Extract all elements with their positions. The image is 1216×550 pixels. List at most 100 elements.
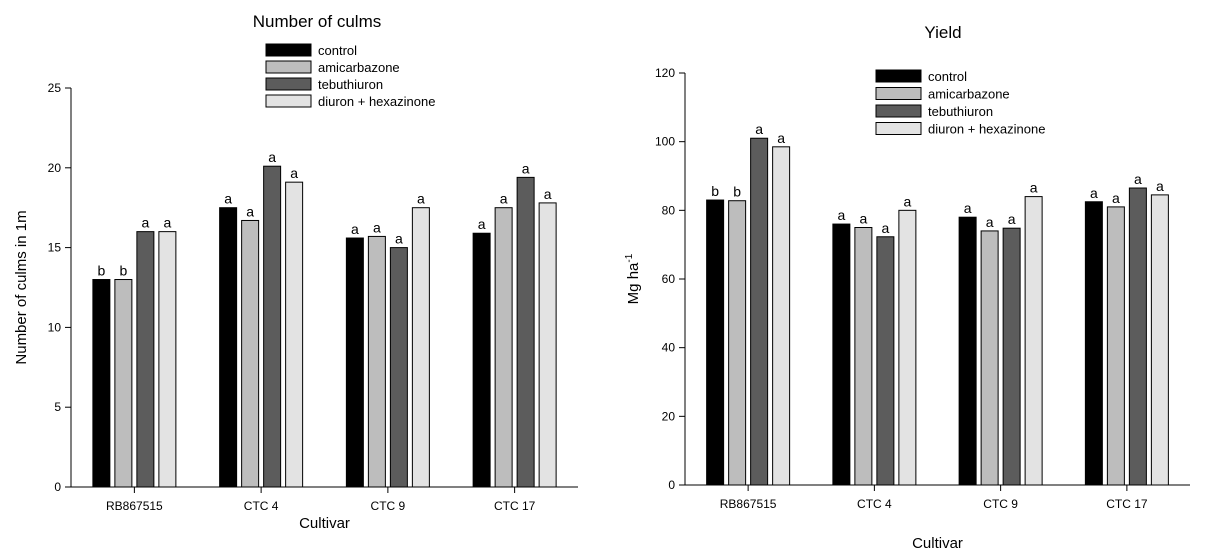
bar xyxy=(854,227,873,486)
y-axis-label: Number of culms in 1m xyxy=(13,210,30,364)
y-axis-label: Mg ha-1 xyxy=(624,253,642,304)
bar-significance-label: a xyxy=(1112,190,1120,206)
legend: control amicarbazone tebuthiuron diuron + h… xyxy=(265,43,435,109)
x-tick-label: RB867515 xyxy=(720,497,777,511)
x-tick-label: CTC 17 xyxy=(494,499,536,513)
bar xyxy=(367,235,386,488)
bar xyxy=(345,237,364,488)
bar-significance-label: a xyxy=(755,121,763,137)
x-axis-label: Cultivar xyxy=(299,515,350,532)
x-tick-label: CTC 4 xyxy=(857,497,892,511)
bar xyxy=(832,223,851,486)
bar xyxy=(219,207,238,488)
bar xyxy=(494,207,513,488)
bar-significance-label: b xyxy=(97,263,105,279)
bar-significance-label: a xyxy=(290,165,298,181)
bar xyxy=(389,247,408,488)
legend-swatch xyxy=(875,87,922,100)
y-tick-label: 5 xyxy=(54,400,61,414)
bar-significance-label: a xyxy=(859,211,867,227)
bar xyxy=(516,176,535,488)
legend-swatch xyxy=(875,104,922,118)
y-tick-label: 120 xyxy=(655,66,675,80)
legend: control amicarbazone tebuthiuron diuron + h… xyxy=(875,69,1045,137)
x-tick-label: RB867515 xyxy=(106,499,163,513)
y-tick-label: 15 xyxy=(48,241,62,255)
bar xyxy=(980,230,999,486)
chart-title: Number of culms xyxy=(253,12,381,31)
bar-significance-label: a xyxy=(417,191,425,207)
x-tick-label: CTC 9 xyxy=(371,499,406,513)
y-axis-label-superscript: -1 xyxy=(624,253,635,262)
legend-label: tebuthiuron xyxy=(318,77,383,92)
bar xyxy=(750,137,769,486)
x-tick-label: CTC 9 xyxy=(983,497,1018,511)
bar-significance-label: a xyxy=(777,130,785,146)
bar-significance-label: a xyxy=(246,203,254,219)
bar xyxy=(158,231,177,488)
bar xyxy=(1106,206,1125,486)
legend-label: diuron + hexazinone xyxy=(318,94,435,109)
legend-label: amicarbazone xyxy=(318,60,400,75)
x-axis-label: Cultivar xyxy=(912,535,963,550)
bar xyxy=(92,279,111,488)
bar-significance-label: a xyxy=(964,200,972,216)
y-tick-label: 20 xyxy=(662,409,676,423)
y-tick-label: 0 xyxy=(668,478,675,492)
legend-swatch xyxy=(265,43,312,57)
bar-significance-label: b xyxy=(733,184,741,200)
y-tick-label: 20 xyxy=(48,161,62,175)
x-tick-label: CTC 4 xyxy=(244,499,279,513)
bar-significance-label: a xyxy=(141,215,149,231)
bar xyxy=(241,219,260,488)
legend-label: amicarbazone xyxy=(928,87,1010,102)
chart-title: Yield xyxy=(924,23,961,42)
bar xyxy=(1084,201,1103,486)
bar xyxy=(1150,194,1169,486)
bar-significance-label: a xyxy=(163,215,171,231)
y-tick-label: 100 xyxy=(655,135,675,149)
bar xyxy=(411,207,430,488)
bar xyxy=(136,231,155,488)
bar-significance-label: a xyxy=(881,220,889,236)
legend-swatch xyxy=(265,94,312,108)
bar-significance-label: a xyxy=(224,191,232,207)
bar-significance-label: a xyxy=(837,207,845,223)
bar-significance-label: a xyxy=(1090,185,1098,201)
legend-swatch xyxy=(875,122,922,135)
bar xyxy=(114,279,133,488)
bar-significance-label: a xyxy=(1008,211,1016,227)
bar xyxy=(472,232,491,488)
bar xyxy=(958,216,977,486)
bar-significance-label: b xyxy=(711,183,719,199)
bar-significance-label: a xyxy=(500,191,508,207)
y-tick-label: 25 xyxy=(48,81,62,95)
legend-label: tebuthiuron xyxy=(928,104,993,119)
legend-swatch xyxy=(265,60,312,74)
bar-significance-label: a xyxy=(351,221,359,237)
legend-label: control xyxy=(928,69,967,84)
x-tick-label: CTC 17 xyxy=(1106,497,1148,511)
legend-swatch xyxy=(265,77,312,91)
bar-significance-label: a xyxy=(478,216,486,232)
bar xyxy=(706,199,725,486)
bar-significance-label: a xyxy=(395,231,403,247)
y-tick-label: 10 xyxy=(48,320,62,334)
y-tick-label: 0 xyxy=(54,480,61,494)
bar-significance-label: a xyxy=(544,186,552,202)
bar xyxy=(772,146,791,486)
bar xyxy=(263,165,282,488)
y-tick-label: 60 xyxy=(662,272,676,286)
bar-significance-label: b xyxy=(119,263,127,279)
bar xyxy=(898,209,917,486)
bar-significance-label: a xyxy=(1030,180,1038,196)
bar xyxy=(538,202,557,488)
y-tick-label: 40 xyxy=(662,341,676,355)
bar-significance-label: a xyxy=(903,193,911,209)
bar xyxy=(1002,227,1021,486)
bar-significance-label: a xyxy=(373,219,381,235)
bar-significance-label: a xyxy=(268,149,276,165)
